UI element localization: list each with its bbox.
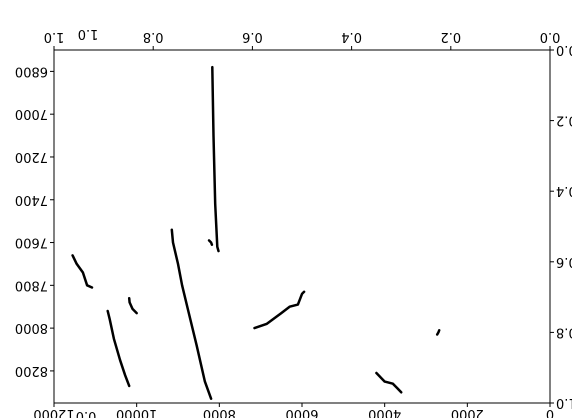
x-tick-label: 0.2 [440, 29, 461, 44]
y2-tick-label: 7000 [15, 106, 48, 121]
y2-tick-label: 7800 [15, 277, 48, 292]
secondary-y-axis: 6800 7000 7200 7400 7600 7800 8000 8200 [15, 63, 54, 378]
x2-tick-label: 6000 [285, 406, 318, 418]
x-tick-label: 1.0 [44, 29, 65, 44]
secondary-x-axis: 0 2000 4000 6000 8000 10000 12000 [33, 403, 554, 418]
primary-y-axis: 0.0 0.2 0.4 0.6 0.8 1.0 [550, 42, 572, 410]
x-tick-label: 0.0 [540, 29, 561, 44]
series-line-3 [375, 371, 403, 394]
y-tick-label: 0.2 [556, 113, 572, 128]
primary-x-axis: 0.0 0.2 0.4 0.6 0.8 1.0 [44, 29, 561, 50]
x2-tick-label: 12000 [33, 406, 74, 418]
y-tick-label: 0.0 [556, 42, 572, 57]
chart-figure: 0.0 0.2 0.4 0.6 0.8 1.0 0.0 0.2 0.4 0.6 0.8 1.0 0 2… [15, 26, 572, 418]
y2-tick-label: 7400 [15, 192, 48, 207]
series-line-4 [435, 329, 441, 336]
x-tick-label: 0.8 [143, 29, 164, 44]
y-tick-label: 0.6 [556, 254, 572, 269]
x2-tick-label: 2000 [451, 406, 484, 418]
y2-tick-label: 6800 [15, 63, 48, 78]
x2-tick-label: 4000 [368, 406, 401, 418]
plot-frame [53, 49, 551, 404]
y2-tick-label: 7600 [15, 235, 48, 250]
x-tick-label: 0.6 [242, 29, 263, 44]
series-layer [71, 65, 441, 400]
series-line-2 [170, 228, 213, 400]
y2-tick-label: 8200 [15, 363, 48, 378]
series-line-1 [106, 309, 131, 388]
series-line-8 [71, 254, 94, 289]
series-line-9 [207, 239, 214, 246]
series-line-5 [211, 65, 220, 253]
series-line-7 [127, 296, 138, 315]
stray-label: 0.0 [76, 408, 97, 418]
x2-tick-label: 8000 [203, 406, 236, 418]
x2-tick-label: 10000 [116, 406, 157, 418]
y-tick-label: 0.4 [556, 183, 572, 198]
series-line-6 [253, 290, 306, 330]
y2-tick-label: 7200 [15, 149, 48, 164]
y-tick-label: 0.8 [556, 324, 572, 339]
y-tick-label: 1.0 [556, 395, 572, 410]
x2-tick-label: 0 [546, 406, 554, 418]
y2-tick-label: 8000 [15, 320, 48, 335]
x-tick-label: 0.4 [341, 29, 362, 44]
stray-label: 1.0 [78, 26, 99, 41]
